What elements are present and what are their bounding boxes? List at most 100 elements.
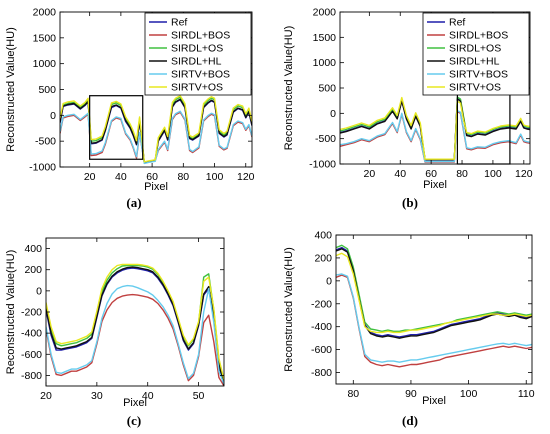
- x-tick-label: 120: [515, 168, 533, 180]
- y-tick-label: 0: [50, 110, 56, 122]
- series-line-sirtv-bos: [60, 110, 252, 165]
- y-tick-label: -200: [311, 298, 332, 310]
- legend: RefSIRDL+BOSSIRDL+OSSIRDL+HLSIRTV+BOSSIR…: [144, 12, 252, 96]
- legend-label: SIRTV+OS: [171, 82, 223, 94]
- y-tick-label: -500: [35, 136, 56, 148]
- series-lines: [60, 95, 252, 165]
- y-tick-label: -400: [311, 321, 332, 333]
- legend-label: SIRDL+HL: [171, 56, 222, 68]
- y-tick-label: 2000: [33, 7, 57, 19]
- plot-area: [336, 235, 532, 384]
- x-tick-label: 100: [206, 171, 224, 183]
- legend-label: Ref: [171, 17, 187, 29]
- y-tick-label: 0: [36, 285, 42, 297]
- x-tick-label: 60: [425, 168, 437, 180]
- legend-label: SIRDL+HL: [449, 56, 500, 68]
- x-tick-label: 90: [405, 388, 417, 400]
- x-tick-label: 40: [394, 168, 406, 180]
- x-tick-label: 50: [193, 390, 205, 402]
- y-tick-label: 500: [318, 83, 336, 95]
- y-tick-label: -200: [21, 307, 42, 319]
- series-line-sirdl-bos: [336, 274, 532, 368]
- series-line-sirtv-os: [46, 263, 224, 380]
- y-axis-label: Reconstructed Value(HU): [5, 27, 17, 152]
- series-line-sirtv-bos: [46, 284, 224, 385]
- series-line-sirtv-bos: [336, 273, 532, 363]
- y-tick-label: 0: [326, 275, 332, 287]
- chart-panel-c: 20 30 40 50 -800 -600 -400 -200 0 200 400 Pixel Reco…: [5, 237, 225, 428]
- y-tick-label: 1000: [313, 57, 337, 69]
- y-axis-label: Reconstructed Value(HU): [283, 26, 295, 151]
- x-tick-label: 20: [364, 168, 376, 180]
- series-lines: [46, 263, 224, 386]
- x-tick-label: 40: [115, 171, 127, 183]
- y-tick-label: -1000: [309, 159, 336, 171]
- chart-panel-b: 20 40 60 80 100 120 -1000 -500 0 500 1000 1500 2000 P…: [283, 7, 533, 211]
- x-tick-label: 80: [456, 168, 468, 180]
- series-line-sirtv-os: [336, 252, 532, 334]
- y-tick-label: -500: [315, 133, 336, 145]
- series-line-sirdl-os: [336, 244, 532, 332]
- y-axis-label: Reconstructed Value(HU): [5, 250, 17, 375]
- legend-label: SIRDL+OS: [449, 43, 501, 55]
- chart-panel-d: 80 90 100 110 -800 -600 -400 -200 0 200 400 Pixel Re…: [283, 230, 535, 429]
- series-line-sirdl-hl: [46, 266, 224, 386]
- x-tick-label: 100: [460, 388, 478, 400]
- legend-label: SIRDL+BOS: [171, 30, 230, 42]
- legend-label: SIRTV+OS: [449, 82, 501, 94]
- y-tick-label: -600: [311, 344, 332, 356]
- legend-label: SIRTV+BOS: [449, 69, 508, 81]
- y-tick-label: 1500: [313, 32, 337, 44]
- x-tick-label: 110: [518, 388, 535, 400]
- y-tick-label: 400: [24, 243, 42, 255]
- y-tick-label: -600: [21, 349, 42, 361]
- y-tick-label: 500: [38, 84, 56, 96]
- x-tick-label: 80: [177, 171, 189, 183]
- series-line-sirtv-bos: [340, 110, 530, 163]
- y-tick-label: -400: [21, 328, 42, 340]
- y-axis-label: Reconstructed Value(HU): [283, 247, 295, 372]
- y-tick-label: 1500: [33, 32, 57, 44]
- y-tick-label: -1000: [29, 162, 56, 174]
- series-line-sirtv-os: [340, 96, 530, 160]
- legend-label: Ref: [449, 17, 465, 29]
- x-tick-label: 60: [146, 171, 158, 183]
- x-axis-label: Pixel: [422, 395, 446, 407]
- y-tick-label: 0: [330, 108, 336, 120]
- legend: RefSIRDL+BOSSIRDL+OSSIRDL+HLSIRTV+BOSSIR…: [422, 12, 530, 96]
- y-tick-label: 200: [24, 264, 42, 276]
- series-lines: [336, 244, 532, 368]
- y-tick-label: 2000: [313, 7, 337, 19]
- series-line-sirtv-os: [60, 95, 252, 163]
- x-axis-label: Pixel: [123, 397, 147, 409]
- x-tick-label: 30: [91, 390, 103, 402]
- zoom-region-box: [89, 95, 144, 160]
- y-tick-label: -800: [21, 370, 42, 382]
- x-tick-label: 100: [484, 168, 502, 180]
- legend-label: SIRDL+BOS: [449, 30, 508, 42]
- panel-caption: (b): [402, 195, 418, 210]
- legend-box: [144, 12, 252, 96]
- panel-caption: (c): [127, 413, 141, 428]
- x-tick-label: 120: [237, 171, 255, 183]
- y-tick-label: 1000: [33, 58, 57, 70]
- x-tick-label: 20: [40, 390, 52, 402]
- panel-caption: (d): [402, 413, 418, 428]
- x-axis-label: Pixel: [423, 179, 447, 191]
- series-lines: [340, 96, 530, 163]
- chart-panel-a: 20 40 60 80 100 120 -1000 -500 0 500 1000 1500 2000 P…: [5, 7, 255, 211]
- x-tick-label: 80: [347, 388, 359, 400]
- panel-caption: (a): [126, 195, 141, 210]
- x-tick-label: 20: [84, 171, 96, 183]
- plot-area: [46, 238, 224, 386]
- legend-label: SIRTV+BOS: [171, 69, 230, 81]
- y-tick-label: -800: [311, 367, 332, 379]
- axes-frame: [335, 234, 533, 385]
- y-tick-label: 200: [314, 252, 332, 264]
- x-tick-label: 40: [142, 390, 154, 402]
- y-tick-label: 400: [314, 230, 332, 242]
- legend-label: SIRDL+OS: [171, 43, 223, 55]
- legend-box: [422, 12, 530, 96]
- x-axis-label: Pixel: [144, 181, 168, 193]
